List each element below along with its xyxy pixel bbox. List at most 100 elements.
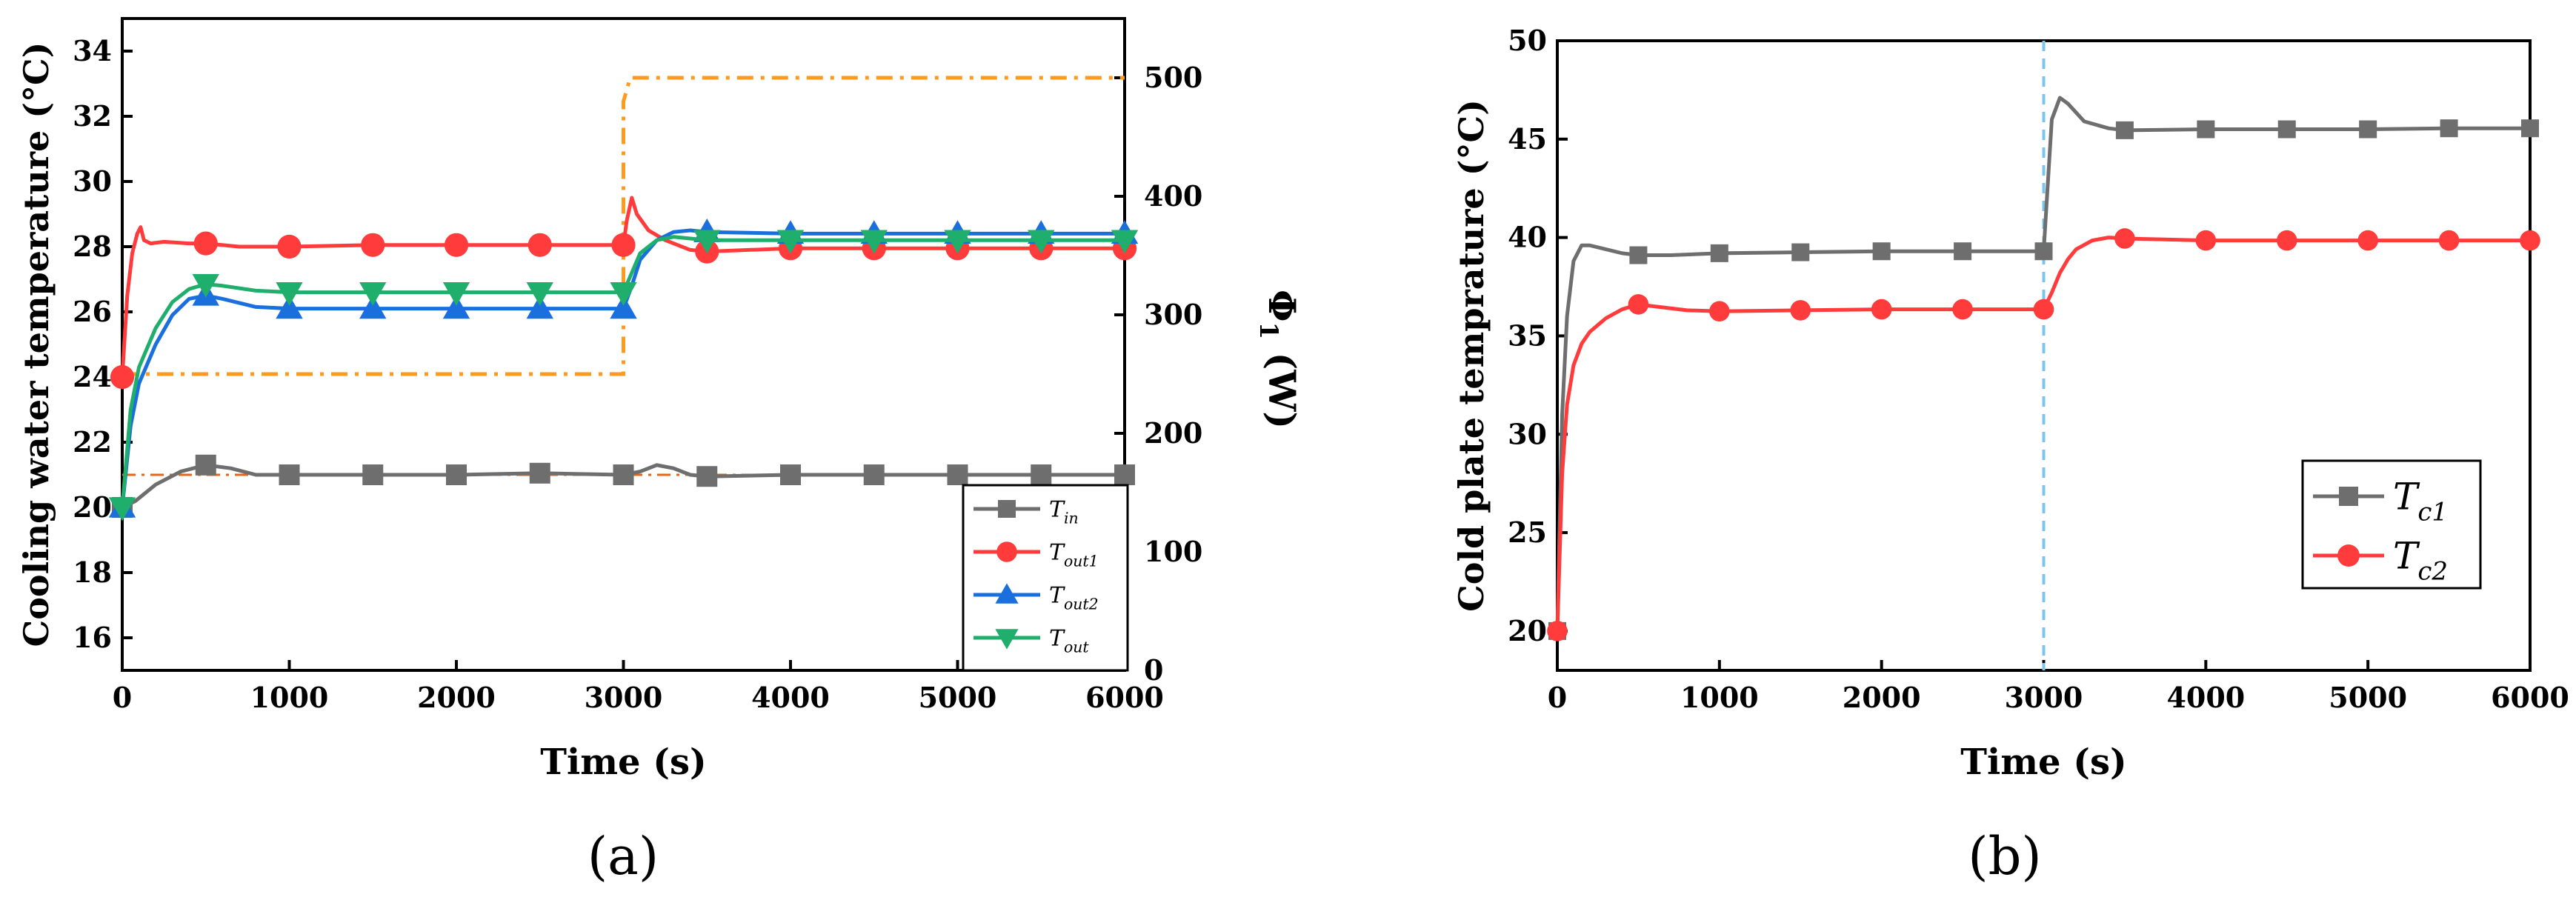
data-point-out1 [110, 364, 135, 390]
data-point-c2 [1628, 294, 1649, 315]
y2-tick-label: 0 [1144, 653, 1163, 687]
data-point-out1 [277, 234, 302, 259]
legend-label-symbol: T [1049, 583, 1065, 609]
legend-marker-out1 [996, 541, 1017, 562]
legend-label-subscript: in [1064, 510, 1079, 527]
data-point-in [696, 466, 718, 487]
y2-tick-label: 400 [1144, 179, 1202, 213]
x-tick-label: 6000 [1085, 681, 1164, 714]
y-tick-label: 35 [1508, 319, 1547, 352]
data-point-c2 [1709, 301, 1730, 322]
data-point-in [195, 454, 216, 476]
series-line-c2 [1555, 236, 2530, 631]
data-point-in [613, 464, 634, 485]
data-point-out [693, 230, 721, 254]
data-point-out2 [610, 295, 637, 319]
x-tick-label: 4000 [2166, 681, 2245, 714]
data-point-c1 [1872, 242, 1891, 261]
y-tick-label: 22 [73, 425, 112, 459]
data-point-c2 [2520, 230, 2540, 251]
data-point-c2 [1871, 299, 1892, 320]
x-tick-label: 1000 [250, 681, 329, 714]
legend-label-in: Tin [1049, 497, 1079, 527]
y2-axis-label: Φ1 (W) [1254, 290, 1304, 429]
data-point-in [863, 464, 885, 485]
data-point-c1 [2197, 120, 2215, 139]
panel-label: (a) [588, 826, 659, 887]
legend-label-subscript: out1 [1064, 553, 1099, 570]
data-point-in [780, 464, 801, 485]
data-point-out [1111, 230, 1139, 254]
data-point-in [1031, 464, 1052, 485]
legend-label-symbol: T [2393, 476, 2420, 519]
y-tick-label: 40 [1508, 221, 1547, 254]
legend-label-out2: Tout2 [1049, 583, 1099, 613]
data-point-out [192, 273, 219, 298]
x-tick-label: 5000 [2329, 681, 2407, 714]
y-tick-label: 28 [73, 230, 112, 263]
y-tick-label: 50 [1508, 24, 1547, 57]
legend-marker-out2 [995, 583, 1019, 604]
data-point-out1 [361, 233, 385, 257]
data-point-c2 [2276, 230, 2297, 251]
y2-axis-label-unit: (W) [1260, 339, 1304, 429]
data-point-out2 [276, 295, 303, 319]
data-point-out [610, 281, 637, 306]
legend-label-out1: Tout1 [1049, 540, 1099, 570]
legend-box [2301, 459, 2482, 590]
data-point-in [279, 464, 300, 485]
x-tick-label: 2000 [417, 681, 496, 714]
y-axis-label: Cold plate temprature (°C) [1451, 99, 1491, 612]
legend-label-subscript: out [1064, 639, 1089, 656]
data-point-c2 [2438, 230, 2460, 251]
x-tick-label: 3000 [2005, 681, 2083, 714]
data-point-out2 [526, 295, 553, 319]
x-tick-label: 5000 [919, 681, 997, 714]
panel-label: (b) [1968, 826, 2041, 887]
data-point-out [108, 497, 136, 521]
y2-tick-label: 300 [1144, 298, 1202, 331]
data-point-out [442, 281, 470, 306]
data-point-out [776, 230, 805, 254]
y2-tick-label: 100 [1144, 535, 1202, 568]
data-point-out [944, 230, 971, 254]
x-tick-label: 4000 [751, 681, 830, 714]
legend-marker-in [998, 500, 1016, 518]
data-point-c2 [2357, 230, 2378, 251]
data-point-out1 [527, 233, 552, 257]
y-tick-label: 45 [1508, 122, 1547, 156]
series-line-out1 [120, 196, 1125, 378]
power-line [122, 76, 1125, 376]
series-line-in [121, 463, 1125, 510]
legend-marker-c2 [2337, 544, 2360, 567]
data-point-in [446, 464, 467, 485]
data-point-out [276, 281, 303, 306]
y-axis-label: Cooling water temperature (°C) [16, 42, 56, 647]
data-point-out [526, 281, 553, 306]
y2-axis-label-subscript: 1 [1254, 322, 1283, 340]
data-point-in [947, 464, 968, 485]
y-tick-label: 30 [1508, 417, 1547, 450]
data-point-c1 [2359, 120, 2377, 139]
chart-a: 0 1000 2000 3000 4000 5000 6000161820222426283… [16, 17, 1304, 887]
y2-tick-label: 500 [1144, 61, 1202, 94]
legend-label-out: Tout [1049, 626, 1089, 656]
legend-label-c2: Tc2 [2393, 535, 2448, 587]
legend-label-symbol: T [1049, 540, 1065, 566]
y-tick-label: 20 [1508, 614, 1547, 647]
y-tick-label: 30 [73, 164, 112, 198]
legend-label-subscript: out2 [1064, 596, 1099, 613]
y-tick-label: 20 [73, 490, 112, 524]
y-tick-label: 16 [73, 621, 112, 654]
data-point-c2 [1790, 300, 1811, 321]
data-point-out [860, 230, 888, 254]
legend-label-symbol: T [1049, 626, 1065, 652]
data-point-out [1028, 230, 1055, 254]
data-point-c1 [1954, 242, 1972, 261]
data-point-c1 [2277, 120, 2296, 139]
data-point-c1 [1629, 246, 1648, 264]
data-point-c1 [1710, 244, 1728, 262]
y-tick-label: 24 [73, 360, 112, 393]
